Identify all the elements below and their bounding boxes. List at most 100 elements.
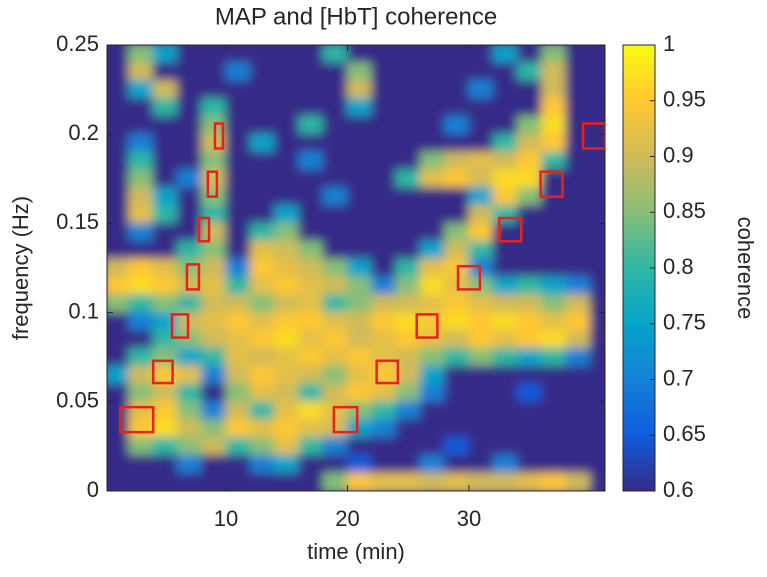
heatmap-cell bbox=[225, 329, 251, 349]
heatmap-cell bbox=[517, 151, 543, 171]
heatmap-cell bbox=[274, 472, 300, 491]
heatmap-cell bbox=[565, 187, 591, 207]
heatmap-cell bbox=[492, 240, 519, 260]
colorbar-tick-label: 0.8 bbox=[663, 254, 694, 279]
heatmap-cell bbox=[128, 276, 154, 296]
highlight-box bbox=[581, 122, 605, 150]
heatmap-cell bbox=[322, 294, 348, 314]
heatmap-cell bbox=[152, 45, 178, 64]
heatmap-cell bbox=[541, 240, 567, 260]
heatmap-cell bbox=[541, 222, 567, 242]
heatmap-cell bbox=[128, 133, 154, 153]
heatmap-cell bbox=[225, 419, 251, 438]
heatmap-cell bbox=[589, 436, 605, 456]
heatmap-cell bbox=[371, 205, 397, 224]
heatmap-cell bbox=[492, 115, 519, 135]
heatmap-cell bbox=[201, 401, 227, 421]
heatmap-cell bbox=[249, 454, 276, 474]
heatmap-cell bbox=[395, 205, 421, 224]
heatmap-cell bbox=[468, 419, 494, 438]
heatmap-cell bbox=[565, 151, 591, 171]
heatmap-cell bbox=[444, 98, 470, 117]
colorbar-tick-label: 0.65 bbox=[663, 421, 706, 446]
heatmap-cell bbox=[419, 62, 446, 82]
heatmap-cell bbox=[128, 151, 154, 171]
heatmap-cell bbox=[371, 169, 397, 189]
heatmap-cell bbox=[107, 383, 130, 403]
heatmap-cell bbox=[107, 329, 130, 349]
heatmap-cell bbox=[541, 205, 567, 224]
heatmap-cell bbox=[107, 187, 130, 207]
heatmap-cell bbox=[249, 294, 276, 314]
heatmap-cell bbox=[492, 80, 519, 100]
heatmap-cell bbox=[201, 419, 227, 438]
heatmap-cell bbox=[322, 472, 348, 491]
heatmap-cell bbox=[298, 240, 324, 260]
heatmap-cell bbox=[274, 80, 300, 100]
heatmap-cell bbox=[419, 419, 446, 438]
heatmap-cell bbox=[589, 115, 605, 135]
heatmap-cell bbox=[541, 151, 567, 171]
heatmap-cell bbox=[249, 312, 276, 331]
heatmap-cell bbox=[517, 258, 543, 278]
heatmap-cell bbox=[371, 436, 397, 456]
heatmap-cell bbox=[152, 365, 178, 385]
heatmap-cell bbox=[371, 312, 397, 331]
heatmap-cell bbox=[395, 436, 421, 456]
highlight-box bbox=[213, 122, 225, 150]
x-tick-label: 20 bbox=[335, 506, 359, 531]
heatmap-cell bbox=[468, 205, 494, 224]
heatmap-cell bbox=[176, 472, 203, 491]
heatmap-cell bbox=[249, 205, 276, 224]
heatmap-cell bbox=[371, 276, 397, 296]
heatmap-cell bbox=[371, 62, 397, 82]
heatmap-cell bbox=[225, 472, 251, 491]
heatmap-cell bbox=[589, 98, 605, 117]
heatmap-cell bbox=[589, 472, 605, 491]
heatmap-cell bbox=[176, 312, 203, 331]
heatmap-cell bbox=[444, 419, 470, 438]
heatmap-cell bbox=[107, 80, 130, 100]
heatmap-cell bbox=[517, 169, 543, 189]
heatmap-cell bbox=[201, 383, 227, 403]
heatmap-cell bbox=[565, 329, 591, 349]
heatmap-cell bbox=[298, 329, 324, 349]
heatmap-cell bbox=[176, 98, 203, 117]
y-tick-label: 0.05 bbox=[56, 388, 99, 413]
heatmap-cell bbox=[395, 419, 421, 438]
heatmap-cell bbox=[274, 205, 300, 224]
heatmap-cell bbox=[274, 187, 300, 207]
highlight-box bbox=[539, 170, 564, 198]
heatmap-cell bbox=[249, 80, 276, 100]
heatmap-cell bbox=[225, 205, 251, 224]
heatmap-cell bbox=[395, 187, 421, 207]
colorbar-tick-label: 0.85 bbox=[663, 198, 706, 223]
heatmap-cell bbox=[589, 401, 605, 421]
heatmap-cell bbox=[346, 347, 373, 367]
heatmap-cell bbox=[419, 205, 446, 224]
heatmap-cell bbox=[152, 151, 178, 171]
highlight-box bbox=[185, 263, 201, 291]
heatmap-cell bbox=[492, 365, 519, 385]
heatmap-cell bbox=[225, 187, 251, 207]
heatmap-cell bbox=[225, 436, 251, 456]
heatmap-cell bbox=[201, 329, 227, 349]
highlight-box bbox=[415, 313, 439, 339]
heatmap-cell bbox=[589, 347, 605, 367]
heatmap-cell bbox=[517, 419, 543, 438]
heatmap-cell bbox=[249, 240, 276, 260]
heatmap-cell bbox=[419, 151, 446, 171]
heatmap-cell bbox=[589, 454, 605, 474]
heatmap-cell bbox=[152, 436, 178, 456]
heatmap-cell bbox=[249, 401, 276, 421]
heatmap-cell bbox=[444, 383, 470, 403]
heatmap-cell bbox=[201, 436, 227, 456]
heatmap-cell bbox=[225, 115, 251, 135]
heatmap-cell bbox=[492, 401, 519, 421]
heatmap-cell bbox=[468, 133, 494, 153]
heatmap-cell bbox=[468, 187, 494, 207]
heatmap-cell bbox=[371, 294, 397, 314]
heatmap-cell bbox=[395, 401, 421, 421]
heatmap-cell bbox=[419, 454, 446, 474]
heatmap-cell bbox=[152, 187, 178, 207]
